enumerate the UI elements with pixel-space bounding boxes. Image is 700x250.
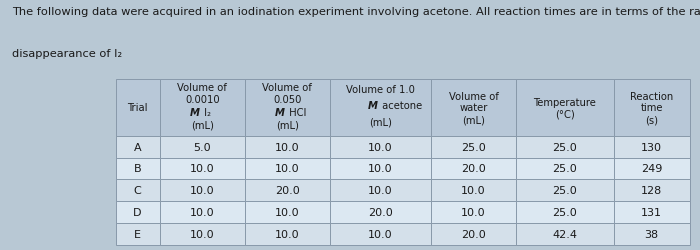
- Bar: [116, 136, 160, 158]
- Bar: [245, 223, 330, 245]
- Text: Volume of: Volume of: [262, 82, 312, 92]
- Text: disappearance of I₂: disappearance of I₂: [12, 48, 122, 58]
- Bar: [516, 202, 614, 223]
- Text: I₂: I₂: [200, 108, 211, 118]
- Text: 25.0: 25.0: [461, 142, 486, 152]
- Text: 10.0: 10.0: [368, 142, 393, 152]
- Text: 10.0: 10.0: [190, 186, 214, 196]
- Text: 131: 131: [641, 207, 662, 217]
- Bar: [330, 202, 431, 223]
- Text: 10.0: 10.0: [190, 164, 214, 174]
- Text: 10.0: 10.0: [368, 186, 393, 196]
- Text: Temperature
(°C): Temperature (°C): [533, 97, 596, 119]
- Text: HCl: HCl: [286, 108, 306, 118]
- Text: 10.0: 10.0: [368, 229, 393, 239]
- Text: 128: 128: [641, 186, 662, 196]
- Text: 10.0: 10.0: [461, 207, 486, 217]
- Bar: [160, 136, 245, 158]
- Text: Trial: Trial: [127, 103, 148, 113]
- Bar: [431, 136, 516, 158]
- Text: 25.0: 25.0: [552, 207, 578, 217]
- Text: M: M: [274, 108, 284, 118]
- Text: E: E: [134, 229, 141, 239]
- Text: 20.0: 20.0: [275, 186, 300, 196]
- Text: (mL): (mL): [191, 120, 214, 130]
- Text: A: A: [134, 142, 141, 152]
- Text: C: C: [134, 186, 141, 196]
- Text: 10.0: 10.0: [368, 164, 393, 174]
- Bar: [516, 80, 614, 136]
- Text: 42.4: 42.4: [552, 229, 578, 239]
- Text: 0.0010: 0.0010: [185, 95, 220, 105]
- Text: 249: 249: [641, 164, 662, 174]
- Text: Volume of 1.0: Volume of 1.0: [346, 85, 415, 94]
- Bar: [516, 223, 614, 245]
- Bar: [330, 180, 431, 202]
- Bar: [614, 223, 690, 245]
- Text: D: D: [133, 207, 142, 217]
- Text: 10.0: 10.0: [190, 229, 214, 239]
- Text: 25.0: 25.0: [552, 186, 578, 196]
- Text: M: M: [368, 101, 377, 111]
- Text: Reaction
time
(s): Reaction time (s): [630, 92, 673, 124]
- Bar: [614, 158, 690, 180]
- Text: 0.050: 0.050: [273, 95, 302, 105]
- Text: M: M: [190, 108, 200, 118]
- Bar: [330, 136, 431, 158]
- Text: 10.0: 10.0: [275, 164, 300, 174]
- Bar: [614, 180, 690, 202]
- Bar: [116, 202, 160, 223]
- Bar: [431, 202, 516, 223]
- Text: (mL): (mL): [276, 120, 299, 130]
- Text: acetone: acetone: [379, 101, 422, 111]
- Text: 5.0: 5.0: [193, 142, 211, 152]
- Bar: [160, 180, 245, 202]
- Bar: [160, 158, 245, 180]
- Text: 130: 130: [641, 142, 662, 152]
- Bar: [330, 158, 431, 180]
- Bar: [431, 80, 516, 136]
- Bar: [516, 136, 614, 158]
- Text: Volume of
water
(mL): Volume of water (mL): [449, 92, 498, 124]
- Text: 25.0: 25.0: [552, 142, 578, 152]
- Bar: [614, 80, 690, 136]
- Text: 10.0: 10.0: [190, 207, 214, 217]
- Bar: [116, 180, 160, 202]
- Text: Volume of: Volume of: [177, 82, 228, 92]
- Text: The following data were acquired in an iodination experiment involving acetone. : The following data were acquired in an i…: [12, 6, 700, 16]
- Text: 10.0: 10.0: [275, 229, 300, 239]
- Text: 20.0: 20.0: [461, 164, 486, 174]
- Bar: [245, 80, 330, 136]
- Bar: [245, 180, 330, 202]
- Text: 38: 38: [645, 229, 659, 239]
- Text: 10.0: 10.0: [275, 142, 300, 152]
- Bar: [431, 158, 516, 180]
- Bar: [516, 158, 614, 180]
- Bar: [116, 80, 160, 136]
- Bar: [160, 80, 245, 136]
- Bar: [160, 223, 245, 245]
- Bar: [245, 158, 330, 180]
- Bar: [116, 158, 160, 180]
- Text: B: B: [134, 164, 141, 174]
- Bar: [516, 180, 614, 202]
- Text: 20.0: 20.0: [368, 207, 393, 217]
- Bar: [245, 136, 330, 158]
- Text: 10.0: 10.0: [461, 186, 486, 196]
- Text: 25.0: 25.0: [552, 164, 578, 174]
- Bar: [116, 223, 160, 245]
- Bar: [614, 202, 690, 223]
- Text: 10.0: 10.0: [275, 207, 300, 217]
- Bar: [431, 223, 516, 245]
- Bar: [160, 202, 245, 223]
- Bar: [245, 202, 330, 223]
- Bar: [614, 136, 690, 158]
- Bar: [330, 80, 431, 136]
- Text: 20.0: 20.0: [461, 229, 486, 239]
- Bar: [330, 223, 431, 245]
- Bar: [431, 180, 516, 202]
- Text: (mL): (mL): [369, 117, 392, 127]
